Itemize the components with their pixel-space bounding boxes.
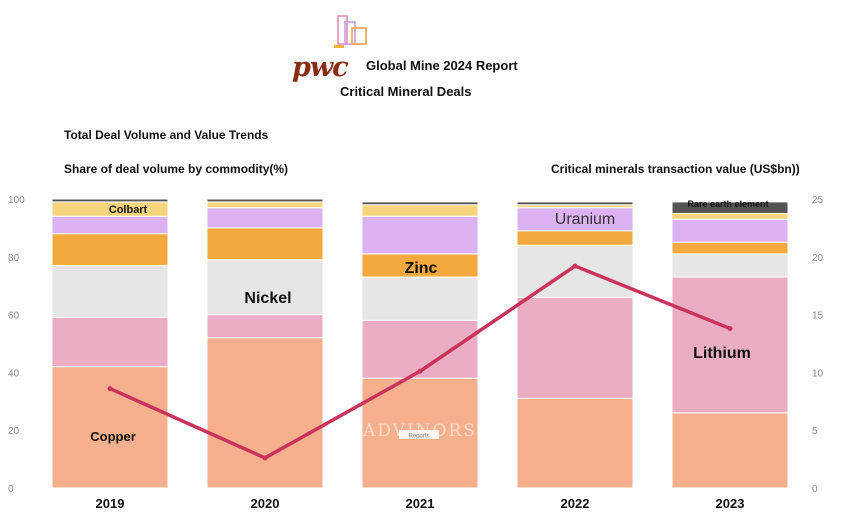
bar-segment-lithium-2023 — [671, 276, 789, 414]
bar-segment-nickel-2021 — [361, 276, 479, 321]
bar-segment-lithium-2019 — [51, 316, 169, 368]
bar-segment-zinc-2020 — [206, 227, 324, 261]
left-tick-label: 80 — [8, 253, 20, 264]
left-tick-label: 40 — [8, 368, 20, 379]
watermark-badge-label: Reports — [408, 434, 429, 440]
bar-segment-nickel-2023 — [671, 253, 789, 278]
bar-segment-copper-2022 — [516, 397, 634, 489]
bar-segment-nickel-2022 — [516, 244, 634, 298]
line-point-2020 — [262, 455, 268, 461]
bar-segment-zinc-2023 — [671, 241, 789, 255]
line-point-2023 — [727, 325, 733, 331]
bar-segment-lithium-2022 — [516, 296, 634, 399]
bar-segment-uranium-2019 — [51, 215, 169, 235]
right-tick-label: 15 — [812, 311, 824, 322]
line-point-2019 — [107, 386, 113, 392]
bar-segment-cobalt-2021 — [361, 204, 479, 217]
label-colbart: Colbart — [109, 204, 148, 216]
bar-segment-nickel-2020 — [206, 259, 324, 316]
x-tick-label: 2023 — [716, 496, 745, 511]
right-tick-label: 25 — [812, 195, 824, 206]
x-tick-label: 2019 — [96, 496, 125, 511]
label-lithium: Lithium — [693, 345, 751, 362]
section-title: Total Deal Volume and Value Trends — [64, 128, 269, 142]
left-tick-label: 60 — [8, 311, 20, 322]
right-tick-label: 0 — [812, 484, 818, 495]
right-tick-label: 5 — [812, 426, 818, 437]
bar-segment-rare_earth_element-2019 — [51, 198, 169, 203]
chart-title: Critical Mineral Deals — [340, 84, 472, 99]
bar-segment-copper-2019 — [51, 366, 169, 489]
bar-segment-cobalt-2020 — [206, 201, 324, 209]
left-tick-label: 0 — [8, 484, 14, 495]
right-axis-title: Critical minerals transaction value (US$… — [551, 162, 800, 176]
label-uranium: Uranium — [555, 211, 615, 228]
left-tick-label: 100 — [8, 195, 25, 206]
bar-segment-cobalt-2023 — [671, 212, 789, 220]
bar-segment-nickel-2019 — [51, 264, 169, 318]
report-title: Global Mine 2024 Report — [366, 58, 518, 73]
label-rare_earth_element: Rare earth element — [687, 199, 768, 209]
bar-segment-lithium-2021 — [361, 319, 479, 379]
bar-segment-rare_earth_element-2022 — [516, 201, 634, 206]
x-tick-label: 2020 — [251, 496, 280, 511]
bar-segment-rare_earth_element-2023 — [671, 201, 789, 214]
label-copper: Copper — [90, 429, 136, 444]
left-axis-title: Share of deal volume by commodity(%) — [64, 162, 289, 176]
bar-segment-uranium-2023 — [671, 218, 789, 243]
right-tick-label: 10 — [812, 368, 824, 379]
bar-segment-uranium-2021 — [361, 215, 479, 255]
right-tick-label: 20 — [812, 253, 824, 264]
x-tick-label: 2021 — [406, 496, 435, 511]
line-point-2021 — [417, 368, 423, 374]
label-nickel: Nickel — [244, 290, 291, 307]
bar-segment-zinc-2022 — [516, 230, 634, 246]
bar-segment-rare_earth_element-2020 — [206, 198, 324, 203]
label-zinc: Zinc — [405, 260, 438, 277]
line-point-2022 — [572, 263, 578, 269]
bar-segment-copper-2023 — [671, 412, 789, 489]
bar-segment-uranium-2020 — [206, 207, 324, 229]
x-tick-label: 2022 — [561, 496, 590, 511]
brand-logo: pwc — [292, 52, 349, 83]
watermark-badge — [399, 430, 439, 439]
bar-segment-lithium-2020 — [206, 314, 324, 339]
building-blocks-icon — [334, 15, 367, 48]
bar-segment-rare_earth_element-2021 — [361, 201, 479, 206]
bar-segment-zinc-2019 — [51, 233, 169, 266]
bar-segment-copper-2020 — [206, 337, 324, 489]
left-tick-label: 20 — [8, 426, 20, 437]
